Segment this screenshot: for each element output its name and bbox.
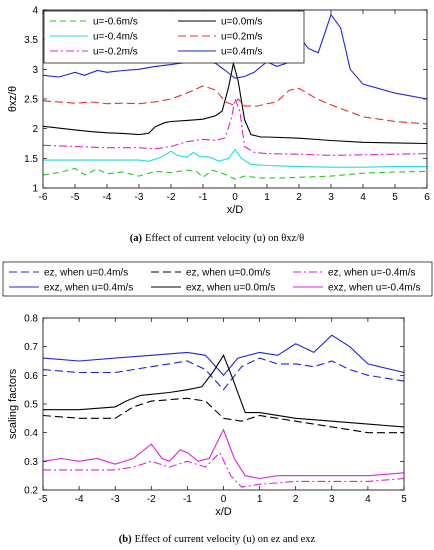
x-tick-label: -3	[135, 192, 144, 203]
y-axis-label: θxz/θ	[7, 86, 19, 112]
x-tick-label: -3	[111, 494, 120, 505]
x-tick-label: 5	[401, 494, 407, 505]
legend-label: ez, when u=0.4m/s	[44, 268, 128, 279]
chart-a: -6 -5 -4 -3 -2 -1 0 1 2 3 4 5 6 1 1.5 2 2.5 3 3.5 4 x/D θxz/θ…	[7, 6, 430, 217]
x-tick-label: -5	[71, 192, 80, 203]
y-tick-label: 3.5	[24, 35, 38, 46]
legend-a-box	[43, 10, 305, 64]
x-tick-label: -1	[183, 494, 192, 505]
y-tick-label: 0.8	[24, 314, 38, 325]
series-line-1-0	[42, 357, 405, 391]
y-axis-label: scaling factors	[7, 368, 19, 439]
x-tick-label: 1	[264, 192, 270, 203]
y-tick-label: 0.3	[24, 457, 38, 468]
x-tick-label: 3	[328, 192, 334, 203]
x-tick-label: -5	[39, 494, 48, 505]
plot-frame	[42, 317, 405, 491]
y-tick-label: 0.5	[24, 400, 38, 411]
x-tick-label: -2	[167, 192, 176, 203]
x-tick-label: 2	[293, 494, 299, 505]
x-axis-label: x/D	[215, 506, 232, 518]
legend-label: u=-0.2m/s	[93, 47, 138, 58]
caption-a: (a) Effect of current velocity (u) on θxz…	[130, 233, 304, 244]
series-line-0-5	[42, 13, 428, 100]
legend-label: u=0.0m/s	[221, 17, 262, 28]
series-line-1-2	[43, 451, 405, 488]
y-tick-label: 0.7	[24, 342, 38, 353]
x-tick-label: -2	[147, 494, 156, 505]
legend-label: exz, when u=0.4m/s	[44, 283, 133, 294]
y-tick-label: 3	[32, 65, 38, 76]
x-tick-label: -6	[39, 192, 48, 203]
x-tick-label: 2	[296, 192, 302, 203]
series-line-1-1	[42, 397, 404, 434]
series-line-1-3	[42, 334, 405, 377]
x-tick-label: 5	[392, 192, 398, 203]
y-tick-label: 4	[32, 6, 38, 17]
x-tick-label: 0	[221, 494, 227, 505]
series-line-0-0	[42, 167, 428, 180]
series-line-1-4	[43, 354, 405, 428]
series-line-0-4	[42, 97, 428, 156]
legend-label: u=0.2m/s	[221, 32, 262, 43]
y-tick-label: 1.5	[24, 154, 38, 165]
y-tick-label: 0.2	[24, 486, 38, 497]
x-axis-label: x/D	[227, 204, 244, 216]
x-tick-label: 0	[232, 192, 238, 203]
legend-label: u=-0.4m/s	[93, 32, 138, 43]
x-tick-label: 6	[424, 192, 430, 203]
x-tick-label: -4	[75, 494, 84, 505]
series-line-1-5	[42, 428, 405, 480]
x-tick-label: -4	[103, 192, 112, 203]
chart-b: ez, when u=0.4m/s ez, when u=0.0m/s ez, wh…	[2, 261, 433, 518]
x-tick-label: 3	[329, 494, 335, 505]
y-tick-label: 1	[32, 184, 38, 195]
y-tick-label: 2.5	[24, 95, 38, 106]
legend-label: u=0.4m/s	[221, 47, 262, 58]
x-tick-label: 4	[365, 494, 371, 505]
legend-label: ez, when u=0.0m/s	[186, 268, 270, 279]
legend-label: u=-0.6m/s	[93, 17, 138, 28]
legend-label: ez, when u=-0.4m/s	[328, 268, 416, 279]
legend-label: exz, when u=-0.4m/s	[328, 283, 421, 294]
x-tick-label: -1	[199, 192, 208, 203]
x-tick-label: 1	[257, 494, 263, 505]
series-line-0-2	[43, 148, 427, 168]
x-tick-label: 4	[360, 192, 366, 203]
series-line-0-3	[42, 85, 428, 125]
y-tick-label: 2	[32, 124, 38, 135]
y-tick-label: 0.4	[24, 428, 38, 439]
caption-b: (b) Effect of current velocity (u) on ez …	[119, 534, 316, 545]
series-line-0-1	[42, 63, 428, 145]
legend-label: exz, when u=0.0m/s	[186, 283, 275, 294]
y-tick-label: 0.6	[24, 371, 38, 382]
legend-b-box	[2, 261, 433, 297]
